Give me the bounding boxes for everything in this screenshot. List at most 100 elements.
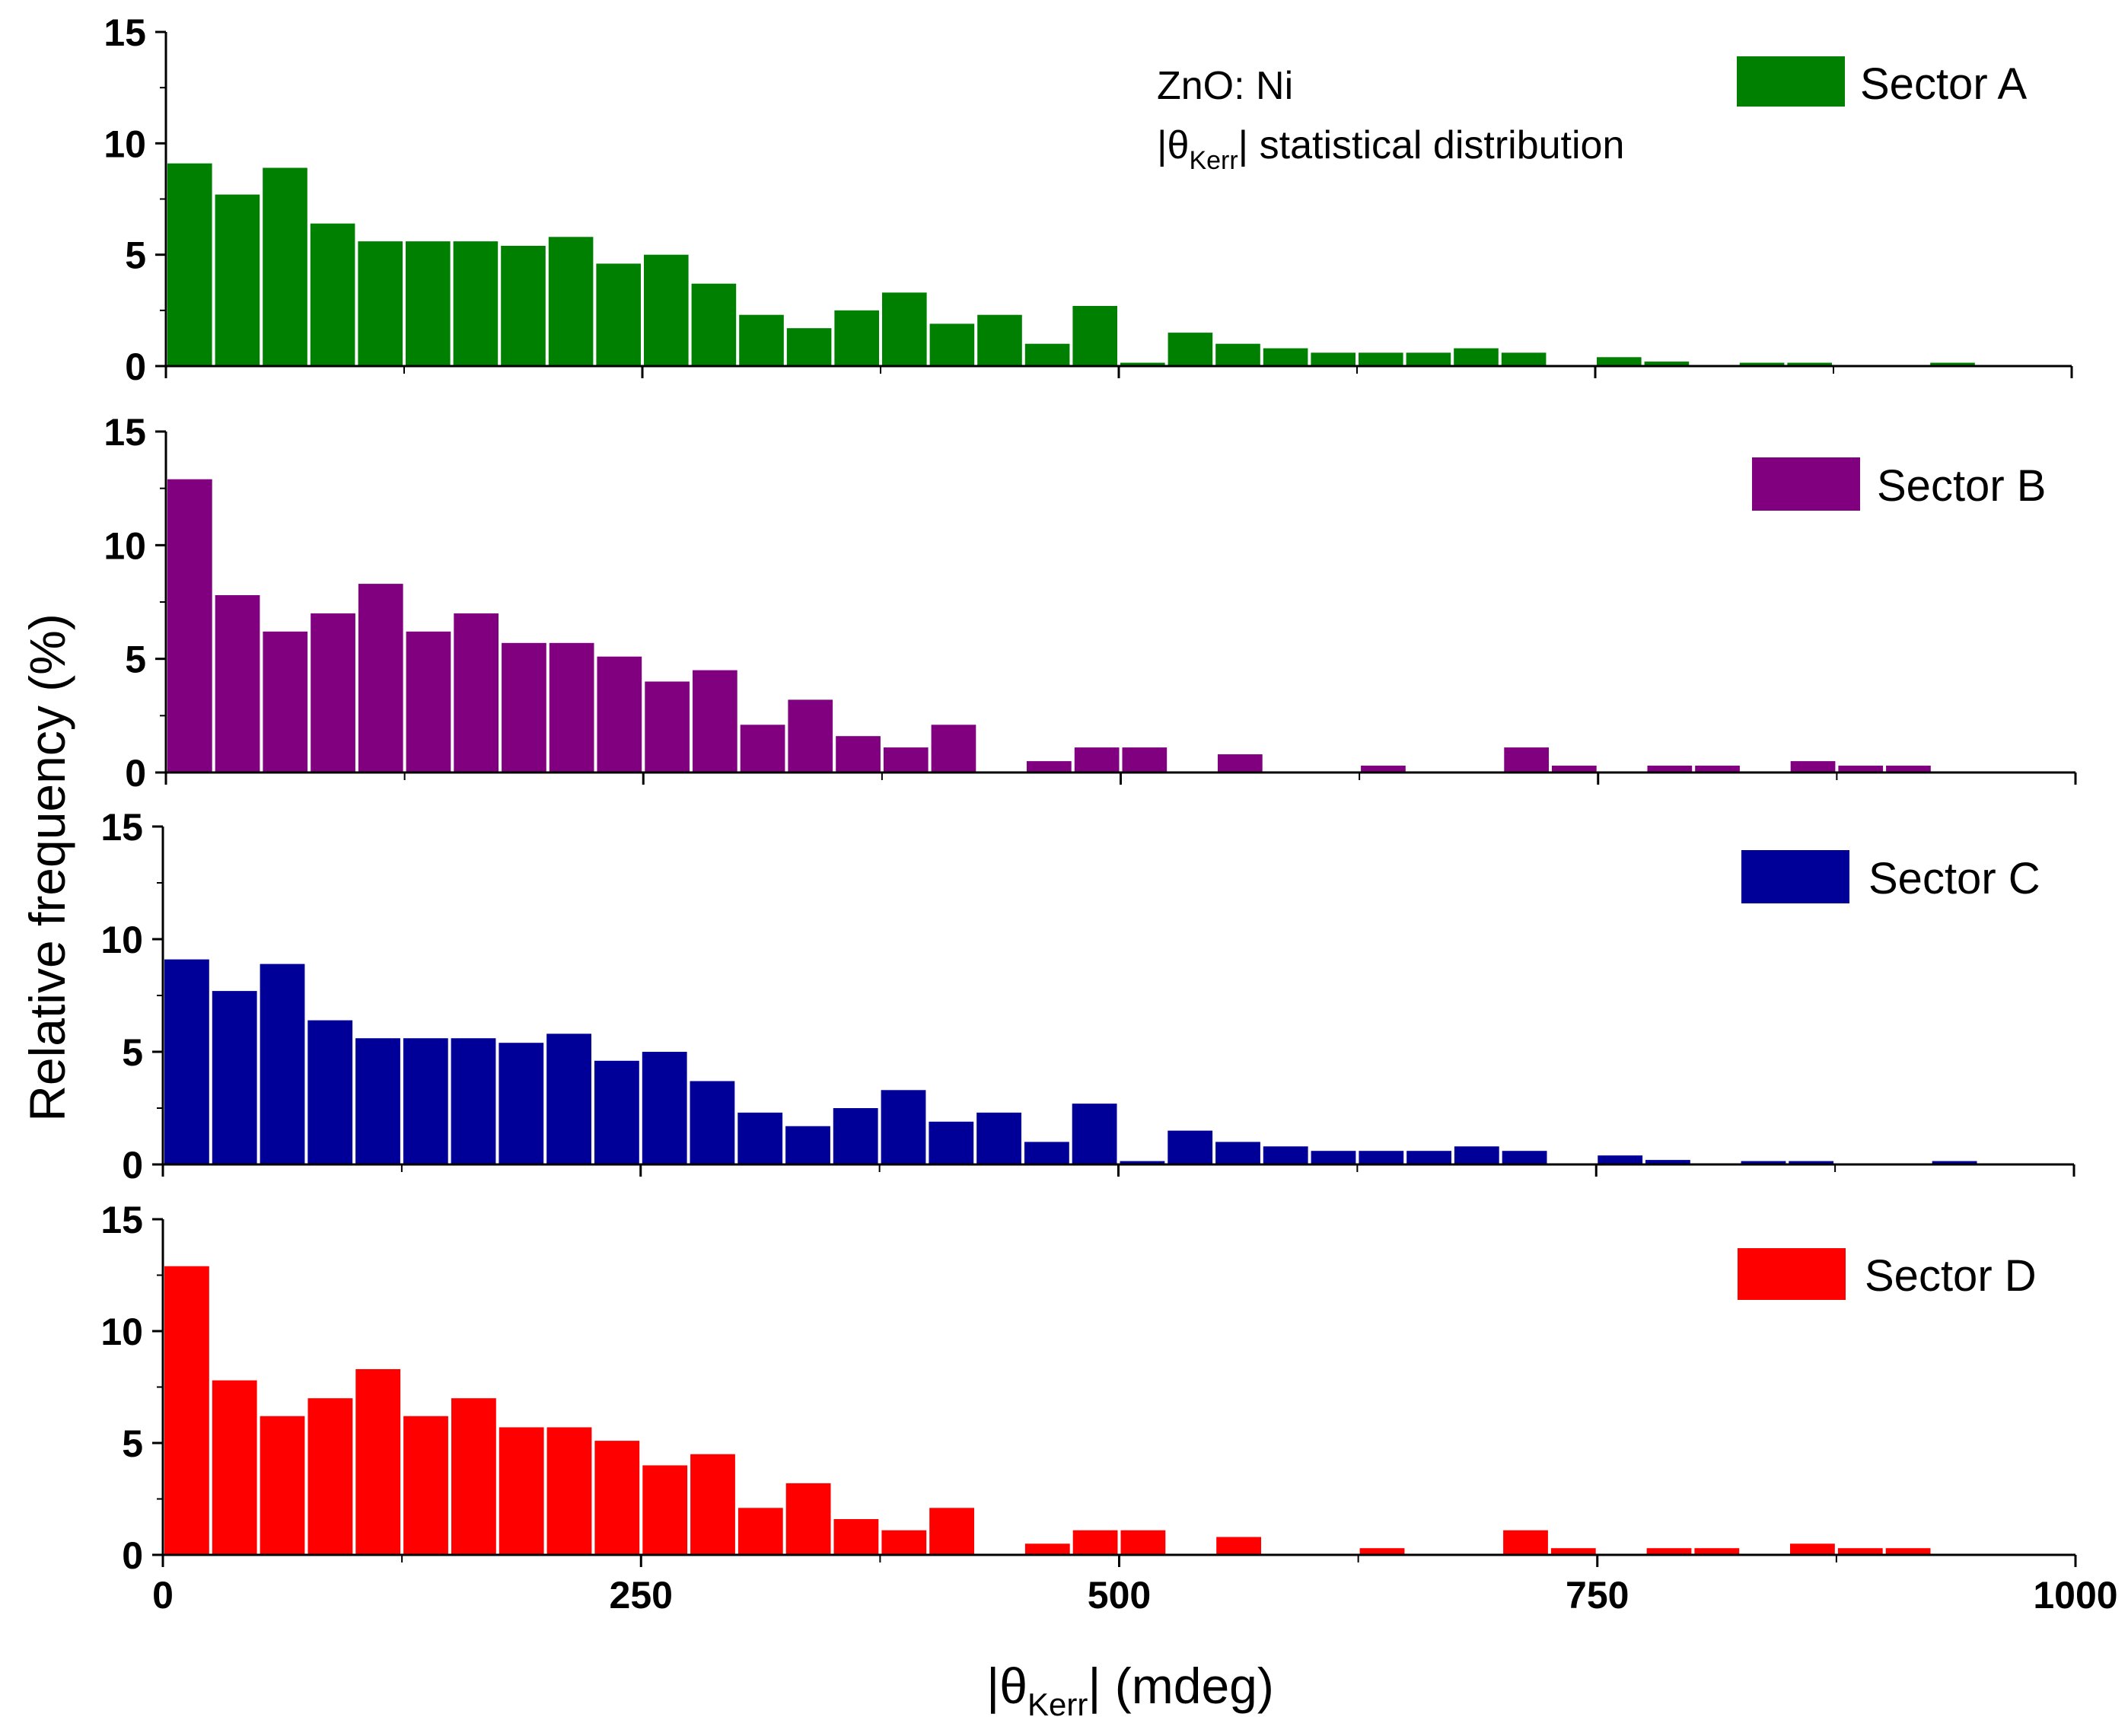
x-tick-label: 750 [1566,1574,1629,1617]
x-axis-title-prefix: |θ [986,1658,1027,1714]
bar-sector-b [263,631,308,772]
y-tick-label-sector-d: 0 [122,1534,143,1577]
bar-sector-c [451,1038,496,1164]
bar-sector-c [403,1038,448,1164]
y-tick-label-sector-c: 15 [100,806,143,849]
bar-sector-b [1027,761,1072,772]
annotation-line2-suffix: | statistical distribution [1238,123,1625,167]
bar-sector-a [215,194,260,366]
bar-sector-b [883,747,929,772]
bar-sector-c [1120,1161,1165,1164]
bar-sector-c [1072,1104,1117,1164]
x-tick-label: 500 [1088,1574,1151,1617]
bar-sector-c [1024,1142,1069,1164]
y-tick-label-sector-b: 0 [125,752,146,795]
bar-sector-d [1885,1548,1931,1555]
annotation-line2-sub: Kerr [1189,146,1238,175]
y-tick-label-sector-d: 15 [100,1199,143,1241]
bar-sector-b [1122,747,1168,772]
bar-sector-b [693,670,737,772]
bar-sector-c [260,964,305,1164]
bar-sector-a [644,254,689,366]
bar-sector-b [1218,754,1263,772]
bar-sector-a [263,167,307,366]
bar-sector-d [737,1508,783,1555]
bar-sector-c [499,1043,544,1164]
bar-sector-d [594,1441,640,1555]
bar-sector-b [1074,747,1120,772]
bar-sector-c [1741,1161,1786,1164]
bar-sector-b [740,725,785,772]
bar-sector-a [1215,343,1260,366]
bar-sector-a [977,314,1022,366]
bar-sector-c [307,1020,353,1164]
bar-sector-c [1645,1160,1690,1164]
bar-sector-d [546,1427,592,1555]
bar-sector-d [1072,1530,1118,1555]
bar-sector-a [1787,362,1832,366]
bar-sector-c [1359,1151,1404,1164]
bar-sector-d [785,1483,831,1555]
bar-sector-b [1838,766,1884,772]
y-axis-title: Relative frequency (%) [19,613,75,1122]
bar-sector-a [406,241,451,366]
bar-sector-a [1168,333,1213,366]
x-tick-label: 0 [152,1574,174,1617]
bar-sector-c [1789,1161,1834,1164]
bar-sector-a [453,241,499,366]
bar-sector-d [355,1369,401,1555]
y-tick-label-sector-d: 10 [100,1311,143,1353]
bar-sector-d [1503,1530,1548,1555]
y-tick-label-sector-a: 15 [104,11,146,54]
bar-sector-b [215,595,260,772]
bar-sector-b [167,479,212,772]
bar-sector-d [164,1266,209,1555]
bar-sector-c [1454,1146,1499,1164]
panel-sector-b: 0 5 10 15 Sector B [104,411,2077,795]
annotation-line1: ZnO: Ni [1157,64,1293,108]
bar-sector-b [406,631,451,772]
y-tick-label-sector-c: 10 [100,919,143,961]
bar-sector-a [1072,306,1117,366]
bar-sector-c [976,1112,1021,1164]
panel-sector-c: 0 5 10 15 Sector C [100,806,2075,1187]
x-axis-title-sub: Kerr [1027,1687,1088,1722]
bar-sector-d [307,1398,353,1555]
bar-sector-c [164,959,209,1164]
bar-sector-d [403,1416,448,1555]
y-tick-label-sector-c: 5 [122,1031,143,1074]
bar-sector-b [1886,766,1931,772]
bar-sector-b [454,613,499,772]
bar-sector-c [785,1126,830,1164]
bar-sector-a [1120,362,1165,366]
bar-sector-a [929,323,975,366]
bar-sector-b [358,584,403,772]
y-tick-label-sector-a: 5 [125,234,146,277]
bar-sector-b [788,699,833,772]
bar-sector-b [931,725,976,772]
bar-sector-c [212,991,257,1164]
bar-sector-d [1837,1548,1883,1555]
bar-sector-b [1504,747,1549,772]
bar-sector-d [1216,1537,1261,1555]
bar-sector-a [1930,362,1975,366]
bar-sector-a [1406,352,1451,366]
bar-sector-d [499,1427,544,1555]
bar-sector-c [1215,1142,1260,1164]
y-tick-label-sector-a: 10 [104,123,146,165]
bar-sector-a [596,263,641,366]
bar-sector-a [1024,343,1070,366]
bar-sector-c [642,1052,687,1164]
x-axis-title: |θKerr| (mdeg) [986,1658,1274,1722]
bar-sector-a [1311,352,1355,366]
bar-sector-b [645,681,690,772]
y-tick-label-sector-c: 0 [122,1144,143,1187]
bar-sector-a [548,237,594,366]
bar-sector-a [1739,362,1785,366]
x-tick-label: 1000 [2033,1574,2117,1617]
legend-label-sector-a: Sector A [1860,59,2028,109]
bar-sector-b [1647,766,1693,772]
bar-sector-c [1263,1146,1308,1164]
legend-label-sector-d: Sector D [1865,1251,2037,1301]
legend-label-sector-b: Sector B [1877,461,2046,511]
